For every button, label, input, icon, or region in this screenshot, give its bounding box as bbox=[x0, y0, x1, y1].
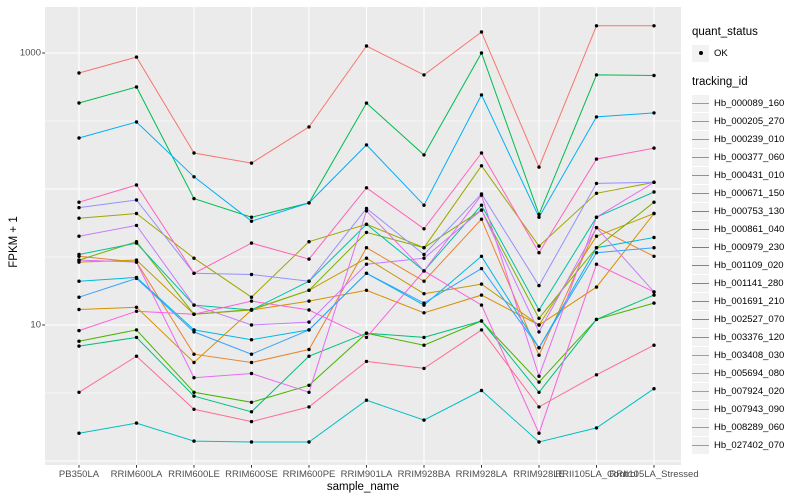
legend-item-Hb_000753_130: Hb_000753_130 bbox=[692, 202, 798, 220]
x-tick-label-RRII105LA_Control: RRII105LA_Control bbox=[555, 469, 638, 480]
x-tick-label-RRIM600LE: RRIM600LE bbox=[168, 469, 220, 480]
legend-item-label: Hb_000205_270 bbox=[714, 115, 785, 127]
legend-item-Hb_000979_230: Hb_000979_230 bbox=[692, 238, 798, 256]
legend-title-tracking-id: tracking_id bbox=[692, 76, 748, 88]
legend-key-line-icon bbox=[692, 202, 709, 220]
x-tick-label-RRIM928BA: RRIM928BA bbox=[397, 469, 451, 480]
legend-item-label: Hb_001691_210 bbox=[714, 295, 785, 307]
y-tick-label-1000: 1000 bbox=[19, 47, 41, 59]
legend-title-quant-status: quant_status bbox=[692, 26, 758, 38]
legend-item-label: Hb_000753_130 bbox=[714, 205, 785, 217]
legend-key-line-icon bbox=[692, 112, 709, 130]
legend-item-Hb_000377_060: Hb_000377_060 bbox=[692, 148, 798, 166]
legend-key-line-icon bbox=[692, 256, 709, 274]
legend-item-label: OK bbox=[714, 47, 728, 59]
legend-item-quant-ok: OK bbox=[692, 44, 798, 62]
legend-item-label: Hb_000979_230 bbox=[714, 241, 785, 253]
x-axis-title: sample_name bbox=[326, 481, 400, 493]
legend-key-line-icon bbox=[692, 148, 709, 166]
legend-key-line-icon bbox=[692, 292, 709, 310]
axis-ticks bbox=[42, 52, 655, 468]
legend-item-Hb_001109_020: Hb_001109_020 bbox=[692, 256, 798, 274]
legend-item-label: Hb_000239_010 bbox=[714, 133, 785, 145]
legend-item-label: Hb_000861_040 bbox=[714, 223, 785, 235]
legend: quant_status OK tracking_id Hb_000089_16… bbox=[692, 26, 798, 454]
legend-key-line-icon bbox=[692, 166, 709, 184]
legend-item-label: Hb_005694_080 bbox=[714, 367, 785, 379]
point-icon bbox=[698, 51, 703, 55]
legend-key-line-icon bbox=[692, 346, 709, 364]
x-tick-label-RRIM600PE: RRIM600PE bbox=[282, 469, 336, 480]
legend-item-Hb_007924_020: Hb_007924_020 bbox=[692, 382, 798, 400]
gridlines bbox=[45, 7, 681, 465]
legend-item-Hb_007943_090: Hb_007943_090 bbox=[692, 400, 798, 418]
legend-key-line-icon bbox=[692, 274, 709, 292]
x-tick-label-RRIM901LA: RRIM901LA bbox=[340, 469, 393, 480]
legend-key-line-icon bbox=[692, 130, 709, 148]
legend-item-Hb_003408_030: Hb_003408_030 bbox=[692, 346, 798, 364]
legend-key-line-icon bbox=[692, 328, 709, 346]
x-tick-label-RRIM600SE: RRIM600SE bbox=[225, 469, 278, 480]
x-tick-label-RRIM600LA: RRIM600LA bbox=[110, 469, 163, 480]
legend-item-label: Hb_007924_020 bbox=[714, 385, 785, 397]
legend-item-label: Hb_000089_160 bbox=[714, 97, 785, 109]
legend-item-label: Hb_000431_010 bbox=[714, 169, 785, 181]
legend-key-line-icon bbox=[692, 400, 709, 418]
legend-item-Hb_027402_070: Hb_027402_070 bbox=[692, 436, 798, 454]
legend-item-Hb_008289_060: Hb_008289_060 bbox=[692, 418, 798, 436]
legend-key-line-icon bbox=[692, 364, 709, 382]
legend-item-label: Hb_008289_060 bbox=[714, 421, 785, 433]
legend-item-Hb_005694_080: Hb_005694_080 bbox=[692, 364, 798, 382]
legend-item-label: Hb_000671_150 bbox=[714, 187, 785, 199]
legend-item-Hb_002527_070: Hb_002527_070 bbox=[692, 310, 798, 328]
legend-item-Hb_000239_010: Hb_000239_010 bbox=[692, 130, 798, 148]
data-points bbox=[77, 24, 656, 444]
legend-key-line-icon bbox=[692, 94, 709, 112]
legend-item-label: Hb_002527_070 bbox=[714, 313, 785, 325]
x-tick-label-PB350LA: PB350LA bbox=[58, 469, 100, 480]
x-tick-label-RRII105LA_Stressed: RRII105LA_Stressed bbox=[609, 469, 699, 480]
legend-key-line-icon bbox=[692, 310, 709, 328]
legend-item-Hb_000431_010: Hb_000431_010 bbox=[692, 166, 798, 184]
legend-key-line-icon bbox=[692, 418, 709, 436]
x-tick-label-RRIM928LE: RRIM928LE bbox=[513, 469, 565, 480]
y-axis-title: FPKM + 1 bbox=[8, 216, 20, 268]
legend-key-line-icon bbox=[692, 382, 709, 400]
x-tick-label-RRIM928LA: RRIM928LA bbox=[455, 469, 508, 480]
legend-item-Hb_001691_210: Hb_001691_210 bbox=[692, 292, 798, 310]
legend-key-line-icon bbox=[692, 238, 709, 256]
legend-item-label: Hb_003408_030 bbox=[714, 349, 785, 361]
legend-item-label: Hb_003376_120 bbox=[714, 331, 785, 343]
legend-item-Hb_003376_120: Hb_003376_120 bbox=[692, 328, 798, 346]
legend-item-label: Hb_001109_020 bbox=[714, 259, 784, 271]
legend-key-line-icon bbox=[692, 220, 709, 238]
legend-key-line-icon bbox=[692, 436, 709, 454]
legend-item-label: Hb_000377_060 bbox=[714, 151, 785, 163]
legend-key-box bbox=[692, 44, 709, 62]
legend-item-label: Hb_001141_280 bbox=[714, 277, 784, 289]
legend-item-label: Hb_027402_070 bbox=[714, 439, 785, 451]
legend-item-label: Hb_007943_090 bbox=[714, 403, 785, 415]
y-tick-label-10: 10 bbox=[30, 319, 41, 331]
legend-item-Hb_000861_040: Hb_000861_040 bbox=[692, 220, 798, 238]
legend-tracking-items: Hb_000089_160 Hb_000205_270 Hb_000239_010 H… bbox=[692, 94, 798, 454]
legend-key-line-icon bbox=[692, 184, 709, 202]
legend-item-Hb_000671_150: Hb_000671_150 bbox=[692, 184, 798, 202]
legend-item-Hb_001141_280: Hb_001141_280 bbox=[692, 274, 798, 292]
legend-item-Hb_000205_270: Hb_000205_270 bbox=[692, 112, 798, 130]
legend-item-Hb_000089_160: Hb_000089_160 bbox=[692, 94, 798, 112]
